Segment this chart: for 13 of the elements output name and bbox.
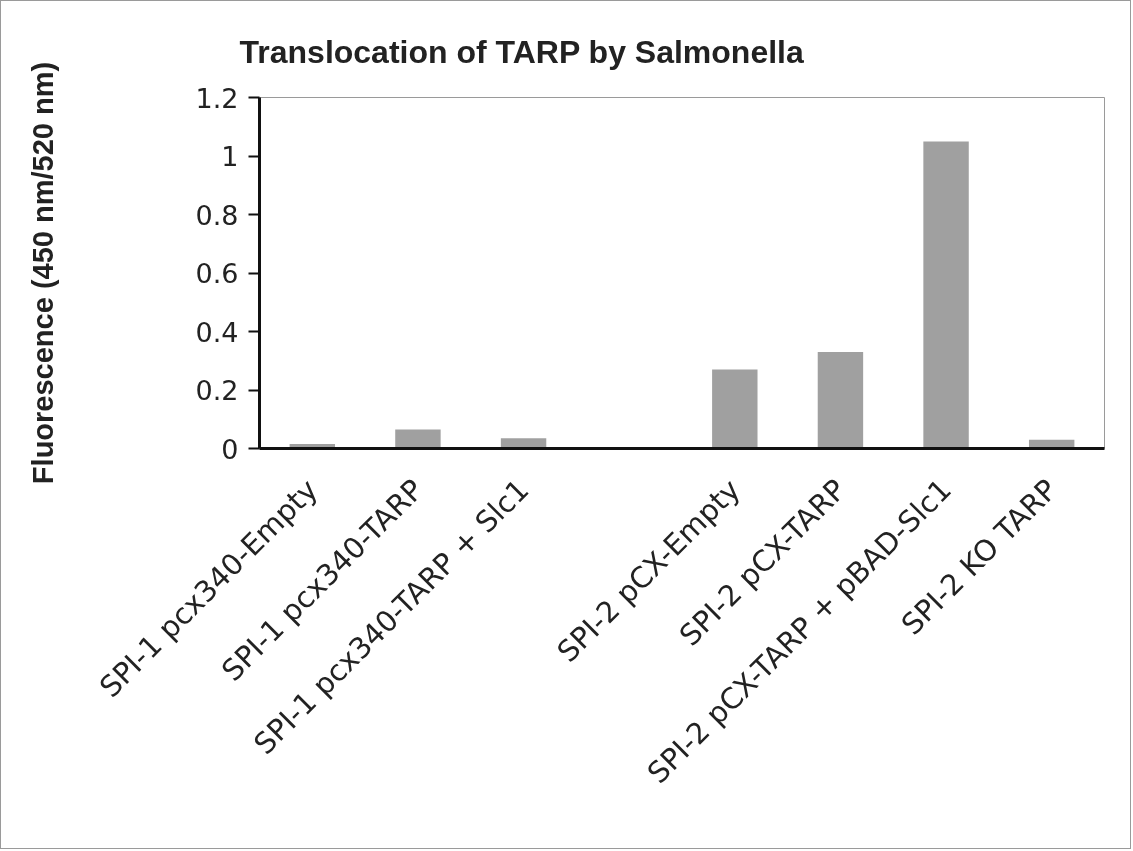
chart-title: Translocation of TARP by Salmonella — [239, 33, 804, 70]
y-tick-label: 1 — [221, 141, 239, 172]
y-tick-label: 0.4 — [195, 316, 239, 348]
bar — [923, 141, 969, 449]
y-tick-label: 0.6 — [195, 258, 239, 289]
y-tick-label: 0.8 — [195, 199, 239, 231]
y-tick-label: 0.2 — [195, 375, 239, 406]
y-axis-title: Fluorescence (450 nm/520 nm) — [26, 61, 59, 485]
bar — [395, 429, 441, 449]
bar — [712, 369, 758, 449]
y-tick-label: 1.2 — [195, 82, 239, 114]
y-tick-label: 0 — [221, 433, 239, 465]
bar — [817, 351, 864, 449]
